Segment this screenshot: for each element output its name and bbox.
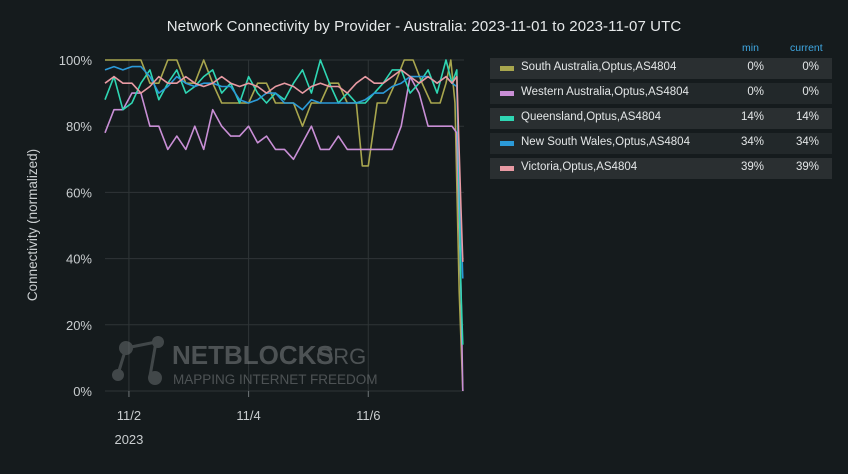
x-tick-label: 11/4 [236,408,260,423]
y-axis-label: Connectivity (normalized) [25,149,40,301]
legend-item[interactable]: New South Wales,Optus,AS4804 34% 34% [490,133,832,154]
legend-series-name: New South Wales,Optus,AS4804 [521,136,690,148]
watermark-tagline: MAPPING INTERNET FREEDOM [173,372,378,387]
x-tick-label: 11/6 [356,408,380,423]
legend-series-name: Queensland,Optus,AS4804 [521,111,662,123]
legend-min-value: 0% [747,61,764,73]
series-line-5 [104,69,464,262]
legend-current-header: current [790,42,823,54]
legend-header: min current [490,40,832,58]
legend-item[interactable]: South Australia,Optus,AS4804 0% 0% [490,58,832,79]
legend-series-name: South Australia,Optus,AS4804 [521,61,677,73]
series-line-2 [104,75,464,392]
watermark-suffix: .ORG [310,344,366,369]
y-tick-label: 40% [66,252,92,267]
legend-swatch [500,141,514,146]
x-year-label: 2023 [114,432,143,447]
legend-min-value: 39% [740,161,764,173]
legend-series-name: Western Australia,Optus,AS4804 [521,86,689,98]
legend-swatch [500,66,514,71]
legend-current-value: 0% [802,86,819,98]
legend-current-value: 34% [795,136,819,148]
legend-swatch [500,166,514,171]
series-lines [104,59,464,392]
series-line-4 [104,65,464,279]
legend-swatch [500,116,514,121]
legend-min-value: 34% [740,136,764,148]
netblocks-watermark: NETBLOCKS .ORG MAPPING INTERNET FREEDOM [112,336,378,387]
legend-current-value: 14% [795,111,819,123]
y-tick-label: 80% [66,119,92,134]
legend-current-value: 39% [795,161,819,173]
series-line-1 [105,59,464,392]
netblocks-logo-icon [112,336,164,385]
axes: 0% 20% 40% 60% 80% 100% 11/2 11/4 11/6 2023 [59,53,381,447]
legend-min-value: 0% [747,86,764,98]
legend-min-header: min [742,42,759,54]
legend-min-value: 14% [740,111,764,123]
legend-current-value: 0% [802,61,819,73]
legend-series-name: Victoria,Optus,AS4804 [521,161,638,173]
legend-item[interactable]: Queensland,Optus,AS4804 14% 14% [490,108,832,129]
y-tick-label: 20% [66,318,92,333]
grid [105,59,464,392]
y-tick-label: 100% [59,53,93,68]
y-tick-label: 0% [73,384,92,399]
legend-swatch [500,91,514,96]
watermark-brand: NETBLOCKS [172,340,334,370]
y-tick-label: 60% [66,185,92,200]
chart-title: Network Connectivity by Provider - Austr… [166,18,682,35]
legend: min current South Australia,Optus,AS4804… [490,40,832,183]
legend-item[interactable]: Victoria,Optus,AS4804 39% 39% [490,158,832,179]
x-tick-label: 11/2 [117,408,141,423]
legend-item[interactable]: Western Australia,Optus,AS4804 0% 0% [490,83,832,104]
